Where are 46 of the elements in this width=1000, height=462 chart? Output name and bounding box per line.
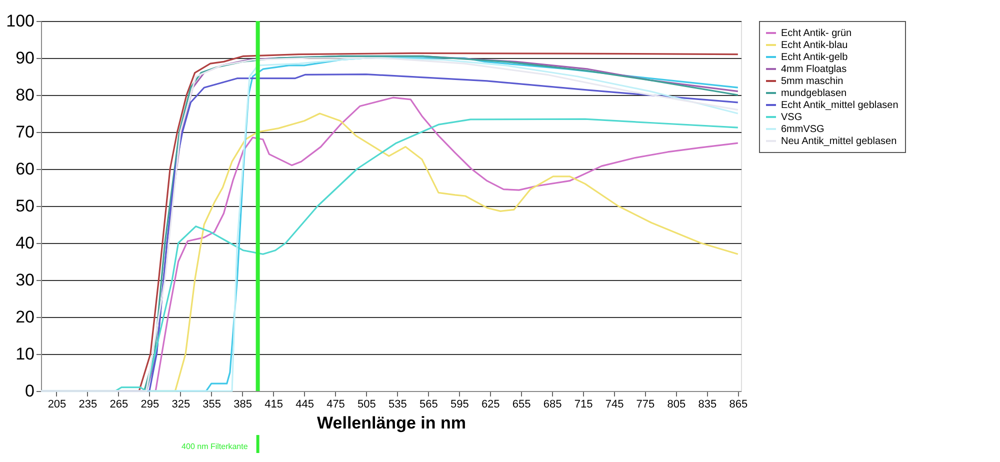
x-tick-label: 475: [326, 398, 345, 410]
x-tick-label: 805: [667, 398, 686, 410]
x-tick-label: 325: [172, 398, 190, 410]
y-tick-label: 20: [16, 308, 34, 326]
legend-label: mundgeblasen: [781, 88, 847, 99]
x-tick-label: 715: [574, 398, 593, 410]
x-tick-label: 235: [78, 398, 98, 410]
x-tick-label: 415: [264, 398, 283, 410]
x-tick-label: 565: [419, 398, 438, 410]
x-axis-title: Wellenlänge in nm: [317, 414, 466, 432]
y-tick-label: 30: [16, 270, 34, 290]
x-tick-label: 445: [296, 398, 314, 410]
x-tick-label: 355: [202, 398, 222, 410]
y-tick-label: 80: [16, 86, 34, 104]
x-tick-label: 685: [543, 398, 562, 410]
x-tick-label: 295: [140, 398, 160, 410]
legend-label: Neu Antik_mittel geblasen: [781, 136, 897, 147]
y-tick-label: 40: [16, 234, 34, 252]
x-tick-label: 775: [636, 398, 655, 410]
y-tick-label: 100: [6, 12, 34, 30]
x-tick-label: 835: [698, 398, 717, 410]
legend-label: VSG: [781, 112, 802, 123]
x-tick-label: 625: [481, 398, 500, 410]
ref-line-label: 400 nm Filterkante: [182, 442, 248, 451]
legend-label: 6mmVSG: [781, 124, 825, 135]
y-tick-label: 70: [16, 122, 34, 142]
y-tick-label: 50: [16, 196, 34, 216]
legend-label: 4mm Floatglas: [781, 64, 847, 75]
y-tick-label: 10: [16, 344, 34, 364]
x-tick-label: 205: [48, 398, 66, 410]
x-tick-label: 505: [358, 398, 376, 410]
y-tick-label: 90: [16, 48, 34, 68]
legend-label: Echt Antik-gelb: [781, 52, 848, 63]
x-tick-label: 385: [234, 398, 252, 410]
x-tick-label: 745: [605, 398, 624, 410]
x-tick-label: 655: [512, 398, 531, 410]
y-tick-label: 60: [16, 160, 34, 178]
x-tick-label: 865: [729, 398, 748, 410]
x-tick-label: 265: [110, 398, 128, 410]
x-tick-label: 535: [388, 398, 407, 410]
y-tick-label: 0: [25, 382, 34, 400]
legend-label: 5mm maschin: [781, 76, 844, 87]
legend-label: Echt Antik_mittel geblasen: [781, 100, 898, 111]
legend-label: Echt Antik-blau: [781, 40, 848, 51]
legend-label: Echt Antik- grün: [781, 28, 852, 39]
x-tick-label: 595: [450, 398, 469, 410]
